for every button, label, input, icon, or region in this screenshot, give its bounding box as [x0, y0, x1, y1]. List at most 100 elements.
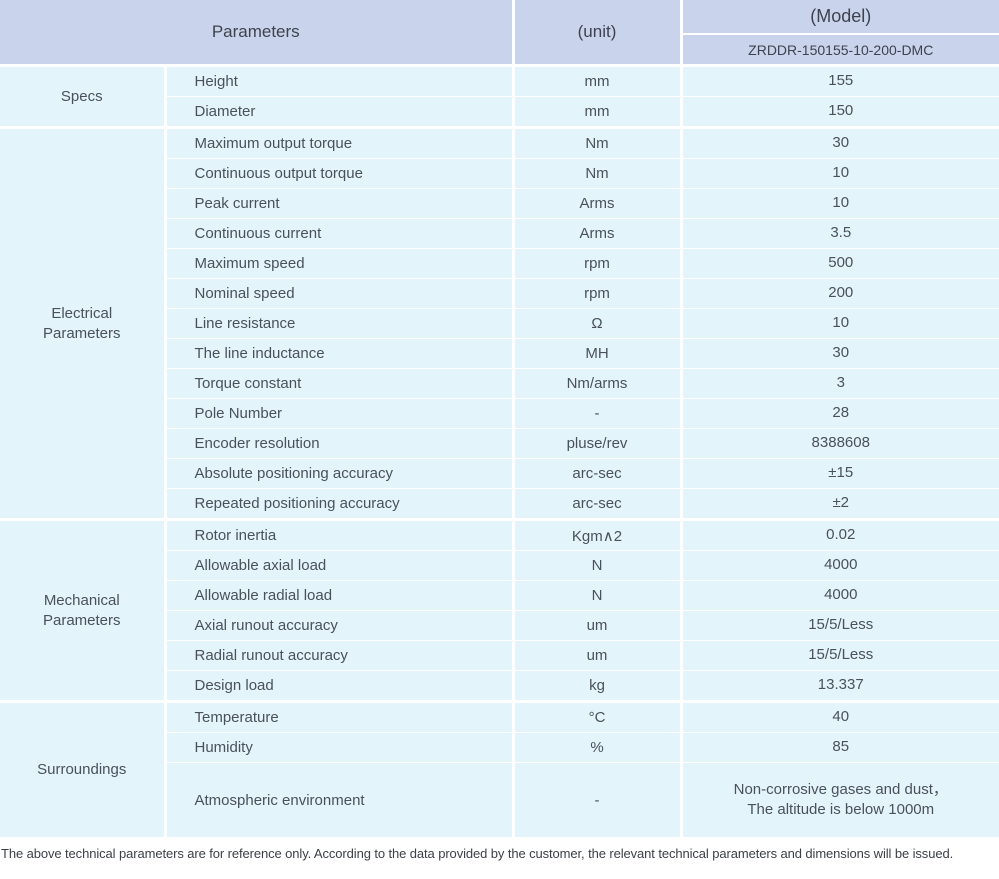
unit-cell: rpm: [511, 278, 681, 309]
param-cell: The line inductance: [163, 338, 513, 369]
param-cell: Height: [163, 64, 513, 97]
param-cell: Allowable axial load: [163, 550, 513, 581]
unit-cell: Ω: [511, 308, 681, 339]
unit-cell: um: [511, 640, 681, 671]
table-row: Humidity% 85: [0, 732, 999, 763]
table-row: Maximum speed rpm 500: [0, 248, 999, 279]
value-cell: 28: [679, 398, 999, 429]
unit-header: (unit): [511, 0, 681, 66]
unit-cell: arc-sec: [511, 458, 681, 489]
value-cell: 0.02: [679, 518, 999, 551]
unit-cell: rpm: [511, 248, 681, 279]
param-cell: Humidity: [163, 732, 513, 763]
param-cell: Axial runout accuracy: [163, 610, 513, 641]
unit-cell: arc-sec: [511, 488, 681, 520]
table-row: Encoder resolution pluse/rev 8388608: [0, 428, 999, 459]
value-cell: 10: [679, 158, 999, 189]
param-cell: Allowable radial load: [163, 580, 513, 611]
unit-cell: um: [511, 610, 681, 641]
param-cell: Peak current: [163, 188, 513, 219]
table-row: Electrical Parameters Maximum output torq…: [0, 126, 999, 520]
table-row: Diameter mm 150: [0, 96, 999, 128]
param-cell: Rotor inertia: [163, 518, 513, 551]
unit-cell: mm: [511, 96, 681, 128]
table-row: Pole Number -28: [0, 398, 999, 429]
unit-cell: pluse/rev: [511, 428, 681, 459]
value-cell: 15/5/Less: [679, 610, 999, 641]
param-cell: Temperature: [163, 700, 513, 733]
param-cell: Torque constant: [163, 368, 513, 399]
unit-cell: Nm: [511, 158, 681, 189]
table-row: Torque constant Nm/arms 3: [0, 368, 999, 399]
table-row: Line resistance Ω 10: [0, 308, 999, 339]
unit-cell: Arms: [511, 188, 681, 219]
table-row: Axial runout accuracy um 15/5/Less: [0, 610, 999, 641]
unit-cell: N: [511, 580, 681, 611]
param-cell: Continuous output torque: [163, 158, 513, 189]
value-cell: Non-corrosive gases and dust， The altitu…: [679, 762, 999, 837]
value-cell: 4000: [679, 580, 999, 611]
model-number: ZRDDR-150155-10-200-DMC: [679, 33, 999, 66]
param-cell: Continuous current: [163, 218, 513, 249]
value-cell: 40: [679, 700, 999, 733]
value-cell: ±2: [679, 488, 999, 520]
table-row: Peak current Arms 10: [0, 188, 999, 219]
table-row: Allowable axial load N 4000: [0, 550, 999, 581]
param-cell: Radial runout accuracy: [163, 640, 513, 671]
value-cell: 150: [679, 96, 999, 128]
header-row-2: ZRDDR-150155-10-200-DMC: [0, 33, 999, 66]
unit-cell: kg: [511, 670, 681, 702]
value-cell: 8388608: [679, 428, 999, 459]
param-cell: Encoder resolution: [163, 428, 513, 459]
value-cell: 200: [679, 278, 999, 309]
unit-cell: -: [511, 398, 681, 429]
table-row: Continuous output torque Nm 10: [0, 158, 999, 189]
spec-table: Parameters (unit) (Model) ZRDDR-150155-1…: [0, 0, 999, 837]
value-cell: 30: [679, 126, 999, 159]
value-cell: 500: [679, 248, 999, 279]
param-cell: Maximum speed: [163, 248, 513, 279]
unit-cell: -: [511, 762, 681, 837]
value-cell: 15/5/Less: [679, 640, 999, 671]
param-cell: Absolute positioning accuracy: [163, 458, 513, 489]
value-cell: 3.5: [679, 218, 999, 249]
spec-table-body: Specs Height mm 155 Diameter mm 150 Electrical …: [0, 64, 999, 837]
unit-cell: Nm: [511, 126, 681, 159]
table-row: The line inductance MH 30: [0, 338, 999, 369]
unit-cell: Arms: [511, 218, 681, 249]
table-row: Absolute positioning accuracy arc-sec ±15: [0, 458, 999, 489]
unit-cell: Kgm∧2: [511, 518, 681, 551]
table-header: Parameters (unit) (Model) ZRDDR-150155-1…: [0, 0, 999, 66]
unit-cell: %: [511, 732, 681, 763]
unit-cell: N: [511, 550, 681, 581]
param-cell: Atmospheric environment: [163, 762, 513, 837]
value-cell: ±15: [679, 458, 999, 489]
table-row: Nominal speed rpm 200: [0, 278, 999, 309]
param-cell: Maximum output torque: [163, 126, 513, 159]
group-label: Specs: [0, 64, 165, 128]
value-cell: 30: [679, 338, 999, 369]
table-row: Atmospheric environment - Non-corrosive ga…: [0, 762, 999, 837]
table-row: Allowable radial load N 4000: [0, 580, 999, 611]
table-row: Mechanical Parameters Rotor inertia Kgm∧2 0…: [0, 518, 999, 702]
table-row: Design load kg 13.337: [0, 670, 999, 702]
header-row-1: Parameters (unit) (Model): [0, 0, 999, 66]
param-cell: Line resistance: [163, 308, 513, 339]
parameters-header: Parameters: [0, 0, 513, 66]
table-row: Continuous current Arms 3.5: [0, 218, 999, 249]
table-row: Repeated positioning accuracy arc-sec ±2: [0, 488, 999, 520]
value-cell: 85: [679, 732, 999, 763]
table-row: Radial runout accuracy um 15/5/Less: [0, 640, 999, 671]
unit-cell: °C: [511, 700, 681, 733]
table-row: Surroundings Temperature °C 40: [0, 700, 999, 837]
model-header: (Model): [679, 0, 999, 34]
param-cell: Diameter: [163, 96, 513, 128]
table-row: Specs Height mm 155: [0, 64, 999, 128]
group-label: Mechanical Parameters: [0, 518, 165, 702]
group-label: Electrical Parameters: [0, 126, 165, 520]
unit-cell: mm: [511, 64, 681, 97]
unit-cell: Nm/arms: [511, 368, 681, 399]
value-cell: 4000: [679, 550, 999, 581]
param-cell: Repeated positioning accuracy: [163, 488, 513, 520]
group-label: Surroundings: [0, 700, 165, 837]
